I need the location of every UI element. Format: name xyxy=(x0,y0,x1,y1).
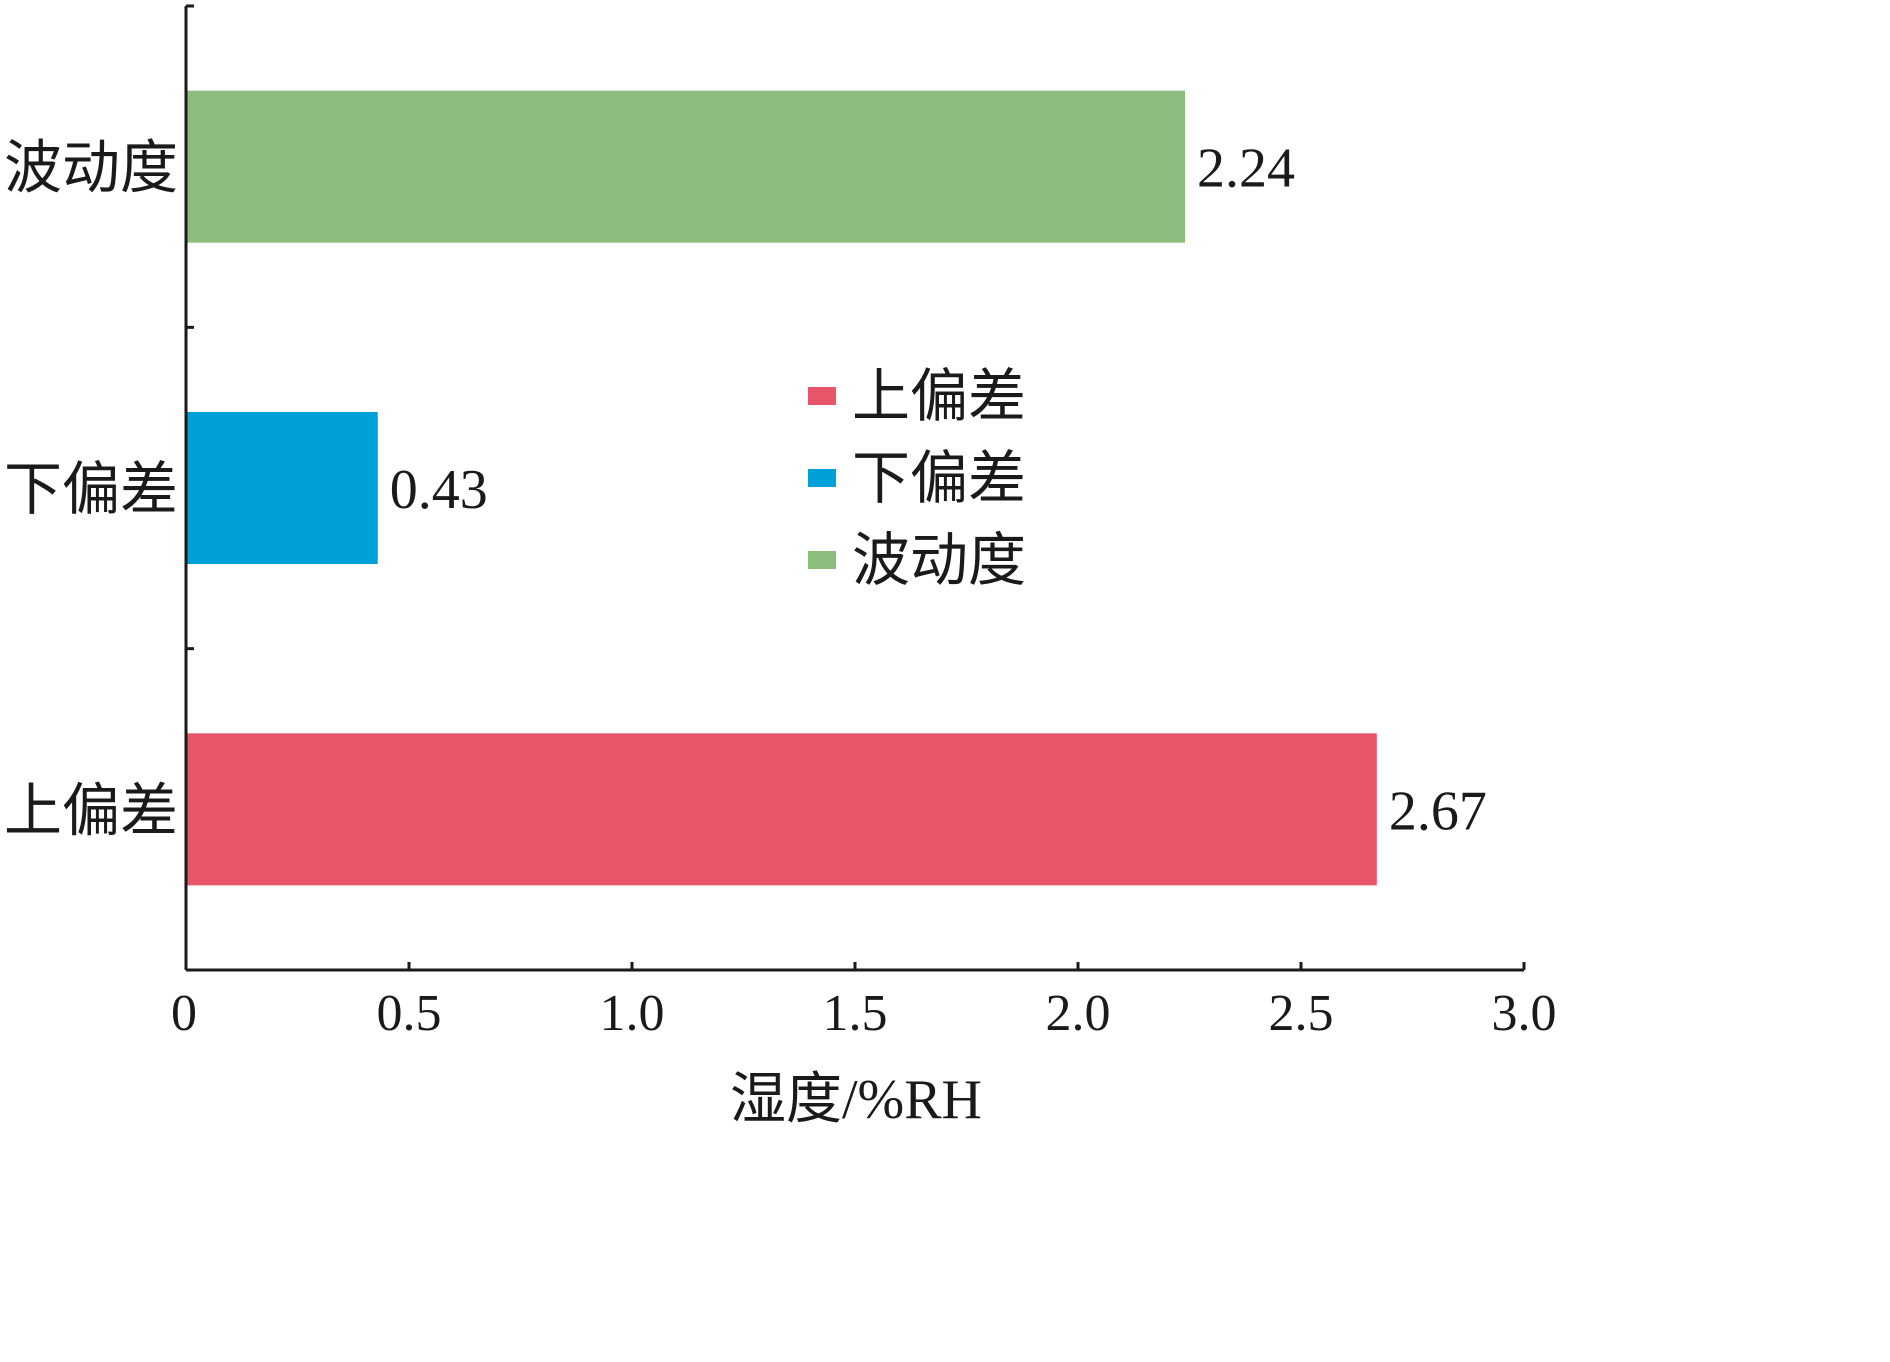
data-labels-group: 2.67 0.43 2.24 xyxy=(390,138,1487,843)
x-tick-label: 3.0 xyxy=(1492,985,1557,1042)
x-tick-label: 2.5 xyxy=(1269,985,1334,1042)
x-tick-label: 0.5 xyxy=(377,985,442,1042)
x-tick-label: 0 xyxy=(171,985,197,1042)
category-label-1: 上偏差 xyxy=(4,778,178,843)
x-ticks-group: 0 0.5 1.0 1.5 2.0 2.5 3.0 xyxy=(171,962,1557,1042)
legend-swatch-1 xyxy=(808,387,836,405)
x-axis-title: 湿度/%RH xyxy=(730,1069,982,1130)
legend-swatch-2 xyxy=(808,469,836,487)
bar-3 xyxy=(186,90,1186,243)
data-label-3: 2.24 xyxy=(1197,138,1295,200)
legend-label-3: 波动度 xyxy=(852,528,1026,593)
bar-1 xyxy=(186,733,1377,886)
legend-label-2: 下偏差 xyxy=(852,446,1026,511)
data-label-1: 2.67 xyxy=(1389,780,1487,842)
bar-2 xyxy=(186,412,378,564)
category-label-3: 波动度 xyxy=(4,136,178,201)
x-tick-label: 2.0 xyxy=(1046,985,1111,1042)
data-label-2: 0.43 xyxy=(390,459,488,521)
bars-group xyxy=(186,90,1377,886)
x-tick-label: 1.5 xyxy=(823,985,888,1042)
legend-label-1: 上偏差 xyxy=(852,364,1026,429)
x-tick-label: 1.0 xyxy=(600,985,665,1042)
legend-swatch-3 xyxy=(808,551,836,569)
category-label-2: 下偏差 xyxy=(4,457,178,522)
